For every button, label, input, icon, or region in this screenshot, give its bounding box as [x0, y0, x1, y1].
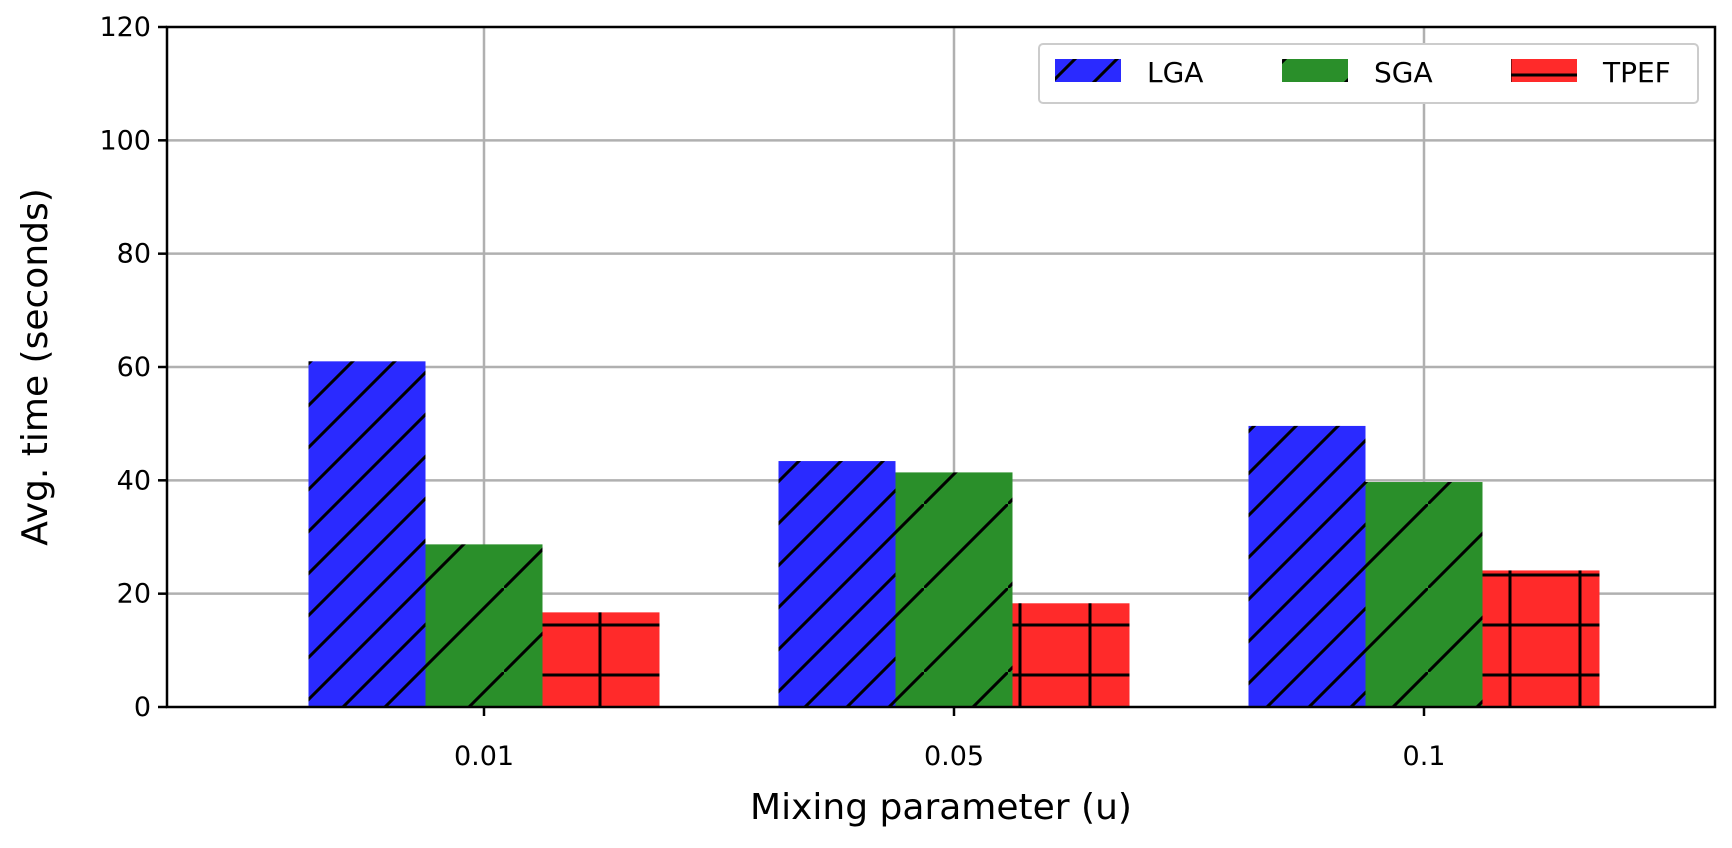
bar-tpef-0-1	[1482, 570, 1600, 707]
bar-hatch	[778, 461, 896, 707]
bar-hatch	[425, 544, 543, 707]
legend-label: LGA	[1147, 56, 1203, 89]
bar-hatch	[895, 472, 1013, 707]
bar-lga-0-05	[778, 461, 896, 707]
legend: LGA SGA TPEF	[1038, 43, 1699, 104]
bar-sga-0-05	[895, 472, 1013, 707]
legend-frame	[1038, 43, 1699, 104]
legend-item-lga: LGA	[1055, 56, 1203, 89]
y-axis-title: Avg. time (seconds)	[15, 188, 56, 546]
bar-sga-0-01	[425, 544, 543, 707]
bar-hatch	[542, 612, 660, 707]
bar-hatch	[1248, 425, 1366, 707]
y-tick-label: 60	[117, 352, 151, 383]
y-tick-label: 80	[117, 239, 151, 270]
y-tick-label: 0	[134, 692, 151, 723]
legend-swatch-hatch	[1511, 59, 1577, 82]
axis-ticks: 0 20 40 60 80 100 120 0.01 0.05 0.1	[99, 12, 1445, 772]
bar-tpef-0-05	[1012, 603, 1130, 707]
legend-label: SGA	[1374, 56, 1433, 89]
legend-label: TPEF	[1602, 56, 1671, 89]
y-tick-label: 100	[99, 125, 151, 156]
legend-item-sga: SGA	[1282, 56, 1433, 89]
bar-hatch	[1365, 482, 1483, 707]
x-tick-label: 0.05	[924, 741, 984, 772]
x-tick-label: 0.1	[1403, 741, 1446, 772]
bar-tpef-0-01	[542, 612, 660, 707]
bar-sga-0-1	[1365, 482, 1483, 707]
legend-item-tpef: TPEF	[1511, 56, 1671, 89]
y-tick-label: 40	[117, 465, 151, 496]
bar-hatch	[1012, 603, 1130, 707]
legend-swatch-hatch	[1282, 59, 1348, 82]
bar-lga-0-1	[1248, 425, 1366, 707]
bar-hatch	[1482, 570, 1600, 707]
y-tick-label: 120	[99, 12, 151, 43]
y-tick-label: 20	[117, 579, 151, 610]
bar-lga-0-01	[308, 361, 426, 707]
bar-hatch	[308, 361, 426, 707]
x-tick-label: 0.01	[454, 741, 514, 772]
legend-swatch-hatch	[1055, 59, 1121, 82]
bars	[308, 361, 1600, 707]
x-axis-title: Mixing parameter (u)	[750, 787, 1132, 828]
